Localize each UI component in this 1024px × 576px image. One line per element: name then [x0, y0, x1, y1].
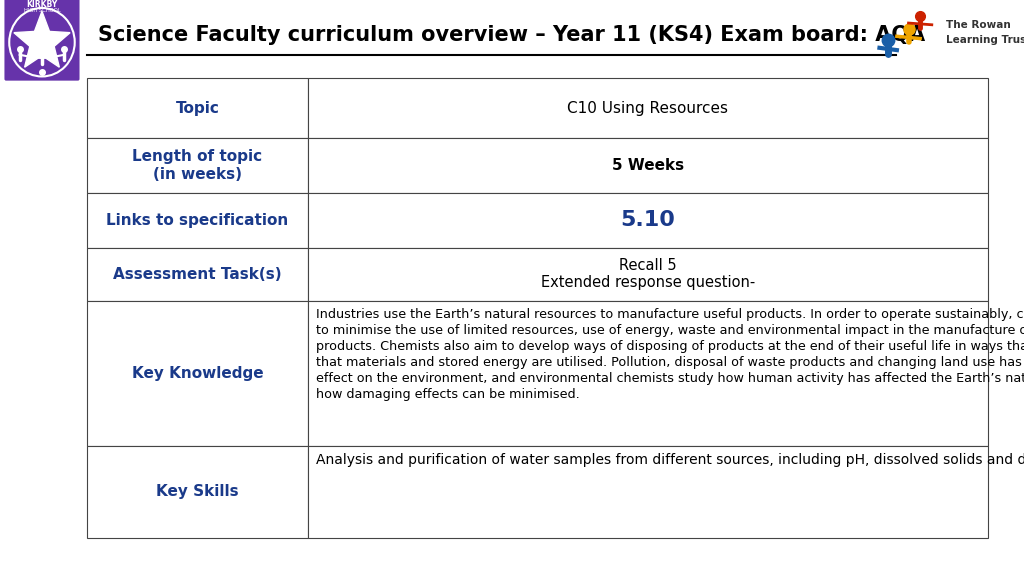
Text: Length of topic
(in weeks): Length of topic (in weeks) [132, 149, 262, 182]
Text: Topic: Topic [175, 100, 219, 116]
Bar [87, 138, 308, 193]
Text: Industries use the Earth’s natural resources to manufacture useful products. In : Industries use the Earth’s natural resou… [316, 308, 1024, 400]
Text: Analysis and purification of water samples from different sources, including pH,: Analysis and purification of water sampl… [316, 453, 1024, 467]
FancyBboxPatch shape [4, 0, 80, 81]
Bar [308, 193, 988, 248]
Bar [308, 446, 988, 538]
Text: C10 Using Resources: C10 Using Resources [567, 100, 728, 116]
Text: Key Skills: Key Skills [156, 484, 239, 499]
Bar [308, 301, 988, 446]
Bar [87, 446, 308, 538]
Polygon shape [14, 12, 70, 67]
Text: The Rowan: The Rowan [946, 20, 1011, 30]
Text: 5 Weeks: 5 Weeks [612, 158, 684, 173]
Text: Assessment Task(s): Assessment Task(s) [113, 267, 282, 282]
Bar [87, 193, 308, 248]
Text: Links to specification: Links to specification [106, 213, 289, 228]
Bar [308, 138, 988, 193]
Bar [87, 301, 308, 446]
Text: Learning Trust: Learning Trust [946, 35, 1024, 46]
Text: Recall 5
Extended response question-: Recall 5 Extended response question- [541, 258, 755, 290]
Bar [308, 248, 988, 301]
Text: HIGH SCHOOL: HIGH SCHOOL [24, 8, 60, 13]
Text: 5.10: 5.10 [621, 210, 676, 230]
Bar [308, 78, 988, 138]
Bar [87, 78, 308, 138]
Text: Science Faculty curriculum overview – Year 11 (KS4) Exam board: AQA: Science Faculty curriculum overview – Ye… [98, 25, 926, 45]
Bar [87, 248, 308, 301]
Text: Key Knowledge: Key Knowledge [132, 366, 263, 381]
Text: KIRKBY: KIRKBY [27, 1, 57, 9]
